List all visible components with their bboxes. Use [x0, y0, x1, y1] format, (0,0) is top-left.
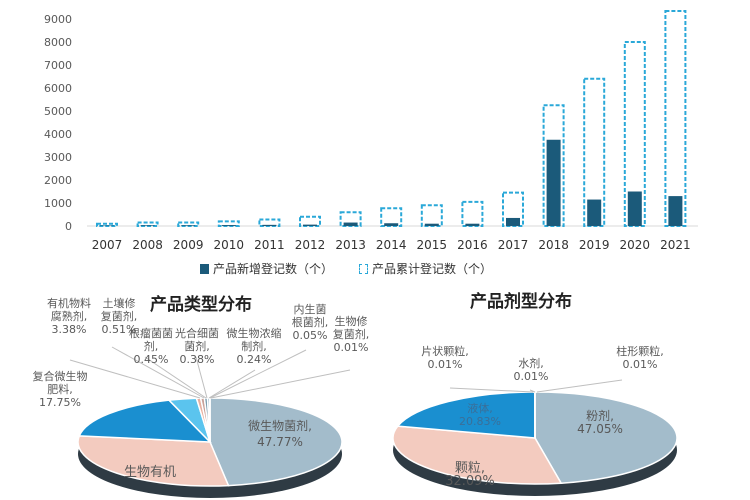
legend-item-cumulative: 产品累计登记数（个） [359, 260, 492, 277]
leader-line [449, 387, 534, 393]
x-tick-label: 2020 [620, 238, 651, 252]
legend-label-new: 产品新增登记数（个） [213, 262, 334, 276]
label-内生菌根菌剂: 内生菌根菌剂, 0.05% [291, 303, 329, 342]
label-粉剂: 粉剂, 47.05% [577, 409, 623, 436]
y-tick-label: 9000 [44, 13, 72, 26]
y-tick-label: 8000 [44, 36, 72, 49]
pie2-slice [396, 391, 536, 439]
x-tick-label: 2014 [376, 238, 407, 252]
bar-new [627, 191, 642, 226]
bar-new [668, 196, 683, 226]
legend: 产品新增登记数（个） 产品累计登记数（个） [200, 260, 492, 277]
bar-new [506, 217, 520, 226]
bar-new [343, 222, 358, 226]
leader-line [111, 346, 205, 399]
x-tick-label: 2009 [173, 238, 204, 252]
bar-new [587, 199, 602, 226]
bar-new [303, 224, 317, 226]
x-tick-label: 2018 [538, 238, 569, 252]
label-土壤修复菌剂: 土壤修复菌剂, 0.51% [100, 297, 138, 336]
y-tick-label: 7000 [44, 59, 72, 72]
leader-line [536, 379, 623, 393]
leader-line [69, 359, 201, 399]
x-tick-label: 2021 [660, 238, 691, 252]
legend-swatch-cumulative [359, 264, 369, 274]
x-tick-label: 2019 [579, 238, 610, 252]
x-tick-label: 2008 [132, 238, 163, 252]
x-tick-label: 2016 [457, 238, 488, 252]
bar-new [140, 225, 155, 226]
y-tick-label: 0 [65, 220, 72, 233]
leader-line [209, 349, 307, 399]
label-复合微生物肥料: 复合微生物肥料, 17.75% [32, 370, 88, 409]
y-tick-label: 2000 [44, 174, 72, 187]
legend-item-new: 产品新增登记数（个） [200, 260, 333, 277]
y-tick-label: 6000 [44, 82, 72, 95]
x-tick-label: 2011 [254, 238, 285, 252]
leader-line [210, 369, 351, 399]
x-tick-label: 2015 [417, 238, 448, 252]
label-片状颗粒: 片状颗粒, 0.01% [421, 345, 469, 371]
pie1-title: 产品类型分布 [150, 295, 252, 315]
pie1-slice [77, 435, 230, 487]
x-tick-label: 2010 [214, 238, 245, 252]
label-有机物料腐熟剂: 有机物料腐熟剂, 3.38% [47, 297, 91, 336]
bar-new [424, 223, 439, 226]
label-微生物浓缩制剂: 微生物浓缩制剂, 0.24% [226, 327, 282, 366]
label-水剂: 水剂, 0.01% [513, 357, 549, 383]
pie1-slice [78, 399, 212, 443]
bar-new [546, 139, 561, 226]
bar-cumulative [380, 207, 403, 227]
bar-new [384, 223, 399, 226]
leader-line [144, 356, 207, 399]
pie2-slice [534, 391, 678, 484]
y-tick-label: 5000 [44, 105, 72, 118]
label-液体: 液体, 20.83% [459, 402, 501, 428]
label-生物修复菌剂: 生物修复菌剂, 0.01% [332, 315, 370, 354]
label-光合细菌菌剂: 光合细菌菌剂, 0.38% [175, 327, 219, 366]
label-微生物菌剂: 微生物菌剂, 47.77% [248, 419, 312, 449]
pie2-slice [392, 425, 563, 485]
y-tick-label: 10000 [37, 0, 72, 3]
x-tick-label: 2017 [498, 238, 529, 252]
label-生物有机: 生物有机 [123, 465, 176, 480]
bar-new [181, 225, 196, 226]
legend-label-cumulative: 产品累计登记数（个） [372, 262, 493, 276]
y-tick-label: 4000 [44, 128, 72, 141]
bar-new [221, 225, 236, 226]
y-tick-label: 3000 [44, 151, 72, 164]
label-柱形颗粒: 柱形颗粒, 0.01% [616, 345, 664, 371]
bar-cumulative [664, 9, 687, 228]
pie2-title: 产品剂型分布 [470, 292, 572, 312]
bar-new [262, 224, 277, 226]
bar-cumulative [217, 220, 240, 227]
leader-line [529, 389, 536, 393]
x-tick-label: 2012 [295, 238, 326, 252]
bar-chart: 0 1000 2000 3000 4000 5000 6000 7000 8000 9000 100… [37, 0, 698, 252]
leader-line [208, 369, 256, 399]
legend-swatch-new [200, 264, 209, 274]
label-颗粒: 颗粒, 32.09% [445, 461, 495, 489]
leader-line [195, 356, 208, 399]
y-tick-label: 1000 [44, 197, 72, 210]
label-根瘤菌菌剂: 根瘤菌菌剂, 0.45% [129, 327, 173, 366]
bar-new [465, 223, 480, 226]
x-tick-label: 2013 [335, 238, 366, 252]
x-tick-label: 2007 [92, 238, 123, 252]
pie1-slice [209, 397, 343, 487]
